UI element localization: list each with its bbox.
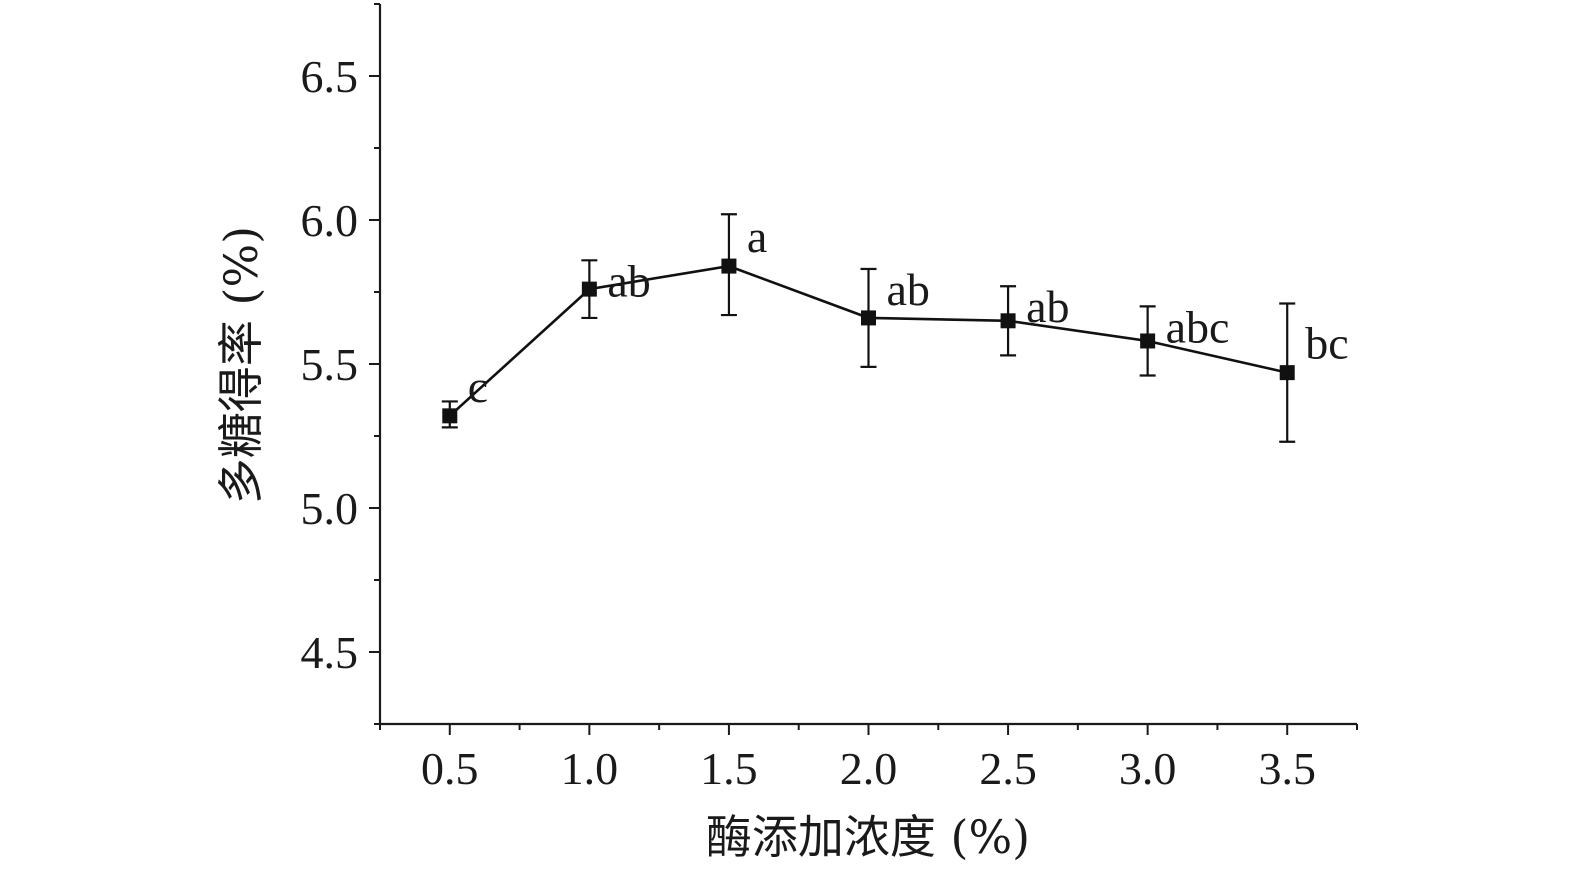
significance-label: a	[747, 211, 767, 262]
significance-label: ab	[887, 264, 930, 315]
data-point	[721, 258, 737, 274]
significance-label: abc	[1166, 301, 1230, 352]
y-tick-label: 6.0	[301, 195, 359, 246]
data-point	[861, 310, 876, 326]
y-tick-label: 4.5	[301, 627, 359, 678]
y-axis-title: 多糖得率 (%)	[214, 226, 268, 504]
x-tick-label: 3.0	[1119, 743, 1177, 794]
x-tick-label: 1.5	[700, 743, 758, 794]
significance-label: c	[468, 361, 488, 412]
significance-label: ab	[1026, 281, 1069, 332]
x-tick-label: 3.5	[1258, 743, 1316, 794]
data-point	[1279, 365, 1295, 381]
plot-area: 4.5 5.0 5.5 6.0 6.5 0.5 1.0 1.5 2.0 2.5 3.0 3.5 c ab a…	[301, 3, 1358, 794]
x-tick-label: 2.5	[979, 743, 1037, 794]
data-point	[442, 408, 458, 424]
data-point	[1140, 333, 1156, 349]
y-tick-label: 5.5	[301, 339, 359, 390]
x-tick-label: 2.0	[840, 743, 898, 794]
data-point	[581, 281, 597, 297]
data-point	[1000, 313, 1016, 329]
x-tick-label: 0.5	[421, 743, 479, 794]
y-tick-label: 5.0	[301, 483, 359, 534]
y-tick-label: 6.5	[301, 51, 359, 102]
x-tick-label: 1.0	[561, 743, 619, 794]
significance-label: ab	[607, 255, 650, 306]
x-axis-title: 酶添加浓度 (%)	[706, 810, 1030, 864]
significance-label: bc	[1305, 318, 1348, 369]
